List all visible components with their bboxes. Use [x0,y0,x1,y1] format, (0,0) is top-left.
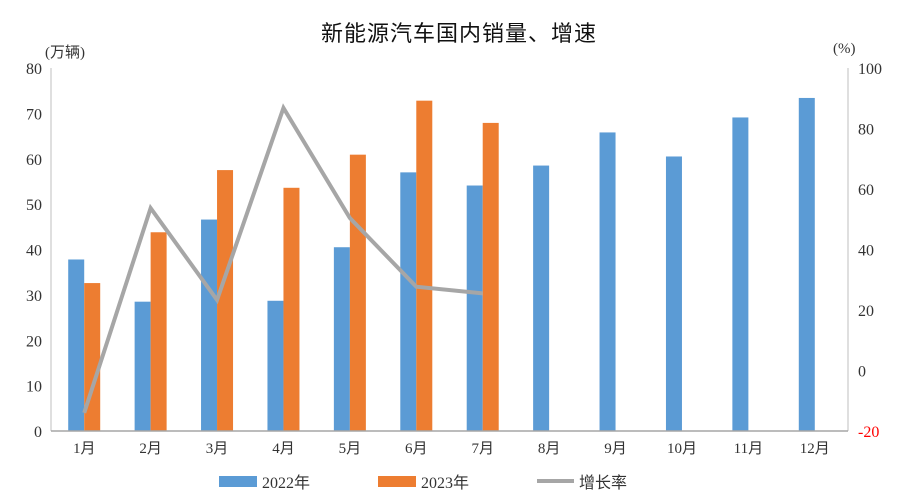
right-axis-tick-80: 80 [858,122,874,139]
legend-label-2022: 2022年 [261,475,310,492]
bar-2022年-12月 [798,97,815,431]
bar-2023年-7月 [482,122,499,431]
right-axis-unit-label: (%) [833,41,856,57]
legend-item-2022: 2022年 [218,469,310,493]
legend-swatch-2022-bar [218,475,257,487]
x-axis-label-7月: 7月 [471,441,494,457]
legend-swatch-2023-bar [377,475,416,487]
left-axis-tick-60: 60 [26,152,42,169]
right-axis-tick--20: -20 [858,424,879,441]
x-axis-label-10月: 10月 [667,441,697,457]
x-axis-label-3月: 3月 [206,441,229,457]
x-axis-label-9月: 9月 [604,441,627,457]
x-axis-label-2月: 2月 [139,441,162,457]
bar-2022年-7月 [466,185,483,431]
bar-2023年-3月 [217,170,234,431]
x-axis-label-8月: 8月 [538,441,561,457]
left-axis-tick-10: 10 [26,379,42,396]
bar-2023年-4月 [283,187,300,431]
bar-2022年-1月 [68,259,85,431]
x-axis-label-11月: 11月 [734,441,763,457]
bar-2022年-9月 [599,132,616,431]
bar-2023年-5月 [349,154,366,431]
chart-title: 新能源汽车国内销量、增速 [320,21,597,46]
bar-2023年-6月 [416,100,433,432]
bar-2022年-2月 [134,301,151,431]
right-axis-tick-20: 20 [858,303,874,320]
chart-legend: 2022年 2023年 增长率 [0,468,846,494]
left-axis-tick-70: 70 [26,106,42,123]
right-axis-tick-40: 40 [858,243,874,260]
right-axis-tick-60: 60 [858,182,874,199]
legend-label-growth: 增长率 [579,475,628,492]
left-axis-unit-label: (万辆) [45,45,85,61]
bar-2022年-8月 [533,165,550,431]
right-axis-tick-0: 0 [858,364,866,381]
x-axis-label-1月: 1月 [73,441,96,457]
bar-2022年-4月 [267,300,284,431]
bar-2023年-2月 [150,232,167,431]
legend-swatch-growth-line [537,479,574,483]
left-axis-tick-80: 80 [26,61,42,78]
left-axis-tick-50: 50 [26,197,42,214]
right-axis-tick-100: 100 [858,61,882,78]
left-axis-tick-40: 40 [26,243,42,260]
bar-2022年-10月 [665,156,682,431]
bar-2022年-6月 [400,172,417,432]
left-axis-tick-20: 20 [26,333,42,350]
x-axis-label-5月: 5月 [339,441,362,457]
growth-rate-line [82,103,483,414]
legend-item-growth: 增长率 [537,469,627,493]
bar-2022年-11月 [732,117,749,432]
x-axis-label-6月: 6月 [405,441,428,457]
x-axis-label-4月: 4月 [272,441,295,457]
bar-2022年-5月 [333,247,350,431]
x-axis-label-12月: 12月 [800,441,830,457]
bar-2023年-1月 [84,283,101,431]
left-axis-tick-0: 0 [34,424,42,441]
legend-label-2023: 2023年 [420,475,469,492]
bar-2022年-3月 [201,219,218,431]
legend-item-2023: 2023年 [377,469,469,493]
left-axis-tick-30: 30 [26,288,42,305]
